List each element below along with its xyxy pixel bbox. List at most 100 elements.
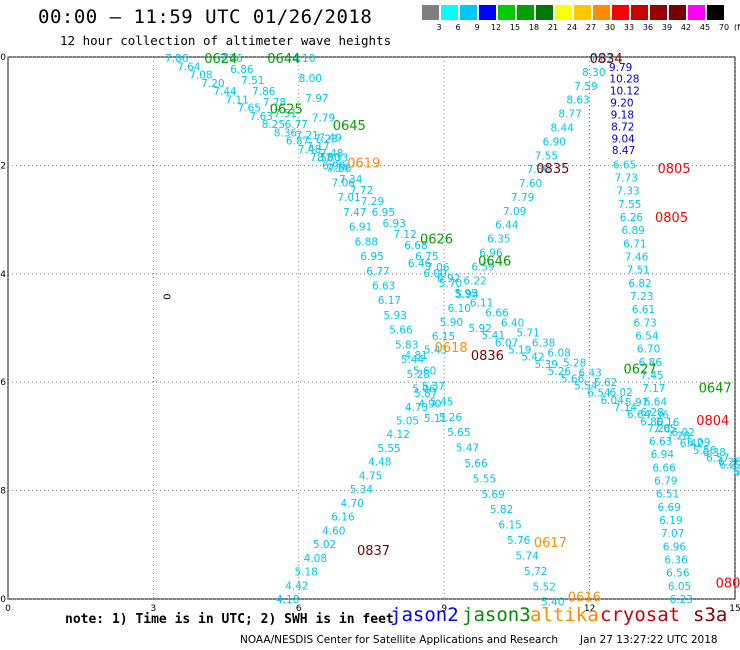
legend-swatch bbox=[650, 5, 667, 20]
pass-label: 0834 bbox=[590, 52, 623, 67]
swh-value: 7.30 bbox=[527, 164, 550, 176]
swh-value: 7.01 bbox=[337, 192, 360, 204]
swh-value: 6.92 bbox=[437, 273, 460, 285]
swh-value: 7.09 bbox=[503, 206, 526, 218]
swh-value: 6.77 bbox=[366, 266, 389, 278]
swh-value: 6.71 bbox=[623, 238, 646, 250]
pass-label: 0805 bbox=[655, 211, 688, 226]
swh-value: 5.44 bbox=[401, 354, 425, 366]
swh-value: 6.54 bbox=[635, 331, 659, 343]
swh-value: 5.26 bbox=[439, 412, 463, 424]
legend-level-label: 15 bbox=[509, 23, 521, 32]
swh-value: 5.47 bbox=[456, 443, 479, 455]
swh-value: 7.21 bbox=[295, 130, 318, 142]
legend-swatch bbox=[707, 5, 724, 20]
x-tick-label: 0 bbox=[5, 604, 11, 614]
swh-value: 6.04 bbox=[601, 395, 625, 407]
swh-value: 5.28 bbox=[407, 369, 430, 381]
y-tick-label: -54 bbox=[0, 270, 6, 280]
y-tick-label: -52 bbox=[0, 161, 6, 171]
legend-swatch bbox=[517, 5, 534, 20]
swh-value: 6.44 bbox=[495, 220, 519, 232]
swh-value: 6.57 bbox=[734, 467, 740, 479]
satellite-legend-cryosat: cryosat bbox=[600, 604, 681, 626]
swh-value: 6.66 bbox=[652, 462, 676, 474]
legend-level-label: 18 bbox=[528, 23, 540, 32]
swh-value: 5.43 bbox=[424, 345, 447, 357]
swh-value: 7.23 bbox=[314, 133, 337, 145]
swh-value: 4.18 bbox=[276, 594, 299, 606]
swh-value: 6.68 bbox=[404, 240, 427, 252]
swh-value: 5.66 bbox=[561, 373, 585, 385]
swh-value: 7.14 bbox=[326, 163, 350, 175]
legend-swatch bbox=[536, 5, 553, 20]
swh-value: 5.06 bbox=[412, 384, 436, 396]
legend-swatch bbox=[422, 5, 439, 20]
swh-value: 6.07 bbox=[495, 337, 518, 349]
x-tick-label: 15 bbox=[729, 604, 740, 614]
swh-value: 10.28 bbox=[609, 74, 639, 86]
swh-value: 8.77 bbox=[558, 109, 581, 121]
legend-swatch bbox=[479, 5, 496, 20]
x-tick-label: 6 bbox=[296, 604, 302, 614]
swh-value: 6.93 bbox=[383, 218, 406, 230]
legend-level-label: 9 bbox=[474, 23, 480, 32]
swh-value: 7.46 bbox=[625, 252, 649, 264]
swh-value: 6.87 bbox=[286, 136, 309, 148]
swh-value: 5.39 bbox=[534, 359, 557, 371]
swh-value: 4.08 bbox=[304, 553, 327, 565]
pass-label: 0805 bbox=[657, 162, 690, 177]
y-tick-label: -56 bbox=[0, 378, 6, 388]
swh-value: 6.38 bbox=[532, 337, 555, 349]
legend-level-label: 70 bbox=[718, 23, 730, 32]
swh-value: 6.94 bbox=[651, 449, 675, 461]
swh-value: 6.54 bbox=[587, 388, 611, 400]
x-tick-label: 12 bbox=[584, 604, 595, 614]
swh-value: 6.95 bbox=[360, 251, 383, 263]
swh-value: 5.52 bbox=[533, 581, 556, 593]
pass-label: 0624 bbox=[204, 52, 237, 67]
swh-value: 4.90 bbox=[418, 398, 441, 410]
swh-value: 4.48 bbox=[368, 457, 391, 469]
swh-value: 6.73 bbox=[633, 317, 656, 329]
legend-level-label: 3 bbox=[436, 23, 442, 32]
map-subtitle: 12 hour collection of altimeter wave hei… bbox=[60, 33, 392, 48]
swh-value: 6.86 bbox=[230, 64, 254, 76]
swh-value: 6.26 bbox=[620, 212, 644, 224]
swh-value: 6.51 bbox=[656, 489, 679, 501]
swh-value: 5.97 bbox=[625, 397, 648, 409]
pass-label: 0617 bbox=[534, 536, 567, 551]
swh-value: 7.12 bbox=[393, 229, 416, 241]
swh-value: 6.90 bbox=[543, 136, 566, 148]
swh-value: 6.99 bbox=[322, 160, 345, 172]
swh-value: 6.02 bbox=[672, 427, 695, 439]
swh-value: 6.23 bbox=[670, 594, 693, 606]
swh-value: 5.95 bbox=[454, 288, 477, 300]
satellite-legend-altika: altika bbox=[530, 604, 599, 626]
satellite-legend-jason2: jason2 bbox=[390, 604, 459, 626]
x-tick-label: 3 bbox=[151, 604, 157, 614]
swh-value: 4.42 bbox=[285, 580, 308, 592]
swh-value: 6.64 bbox=[627, 409, 651, 421]
swh-value: 5.74 bbox=[516, 550, 540, 562]
pass-label: 0804 bbox=[696, 414, 729, 429]
swh-value: 7.07 bbox=[661, 528, 684, 540]
swh-value: 7.23 bbox=[630, 291, 653, 303]
swh-value: 4.73 bbox=[405, 402, 428, 414]
swh-value: 7.06 bbox=[332, 177, 356, 189]
swh-value: 5.34 bbox=[350, 484, 374, 496]
swh-value: 5.69 bbox=[481, 489, 504, 501]
swh-value: 5.11 bbox=[424, 413, 447, 425]
swh-value: 5.54 bbox=[574, 380, 598, 392]
legend-level-label: 36 bbox=[642, 23, 654, 32]
map-title: 00:00 – 11:59 UTC 01/26/2018 bbox=[38, 6, 373, 28]
x-tick-label: 9 bbox=[441, 604, 447, 614]
swh-value: 5.26 bbox=[548, 366, 572, 378]
legend-swatch bbox=[593, 5, 610, 20]
swh-value: 7.48 bbox=[320, 148, 343, 160]
pass-label: 0645 bbox=[333, 119, 366, 134]
swh-value: 5.40 bbox=[541, 597, 564, 609]
swh-value: 5.70 bbox=[439, 278, 462, 290]
swh-value: 6.89 bbox=[621, 225, 644, 237]
